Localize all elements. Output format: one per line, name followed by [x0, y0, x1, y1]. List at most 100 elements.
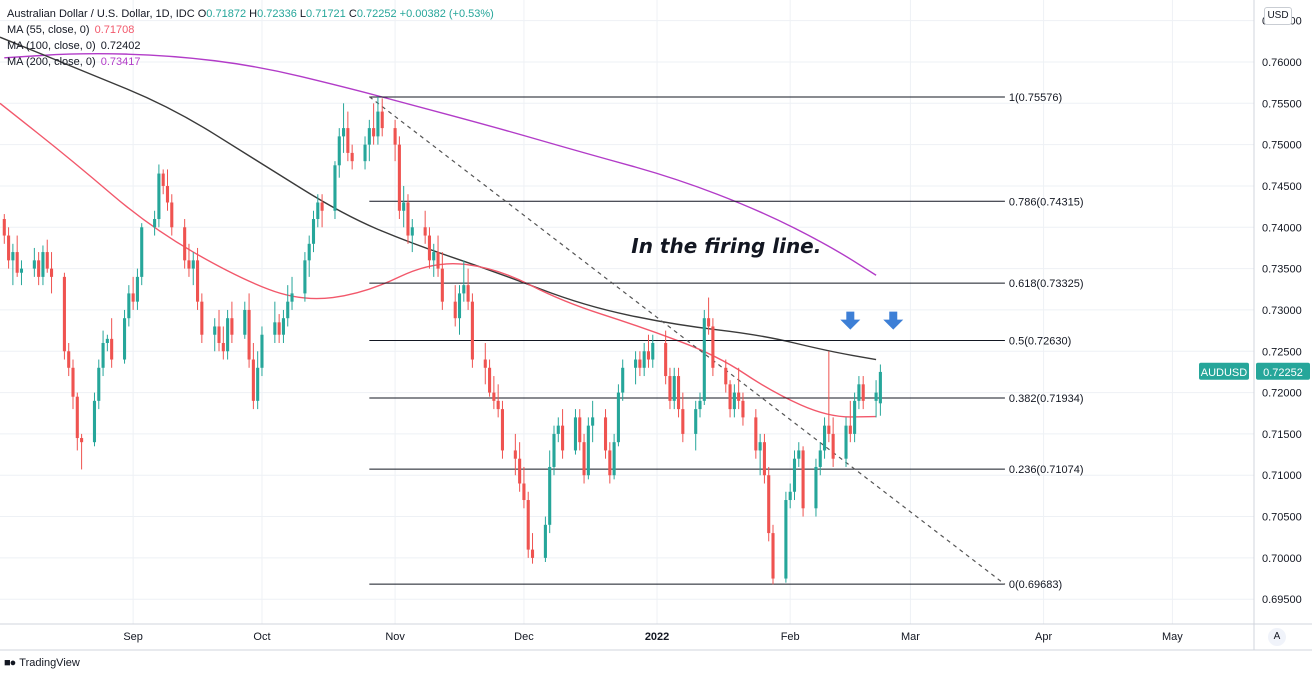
candle-body	[488, 367, 492, 393]
candle-body	[762, 442, 766, 476]
candle-down	[861, 376, 865, 410]
candle-body	[110, 338, 114, 360]
candle-down	[406, 194, 410, 244]
candle-body	[797, 450, 801, 459]
candle-down	[67, 342, 71, 377]
candle-body	[861, 384, 865, 401]
dashed-trendline	[368, 96, 1006, 585]
candle-down	[466, 268, 470, 310]
candle-down	[496, 384, 500, 418]
tradingview-brand[interactable]: ■● TradingView	[4, 657, 80, 669]
candle-body	[848, 425, 852, 434]
y-tick-label: 0.75000	[1262, 140, 1302, 152]
legend-ma200[interactable]: MA (200, close, 0) 0.73417	[7, 54, 494, 70]
candle-body	[578, 417, 582, 443]
candle-body	[603, 417, 608, 451]
candle-body	[247, 309, 251, 360]
candle-body	[561, 425, 565, 451]
fibonacci-retracement[interactable]: 1(0.75576) 0.786(0.74315) 0.618(0.73325) 0.…	[369, 92, 1084, 591]
candle-up	[612, 433, 616, 480]
candle-body	[694, 409, 698, 434]
y-tick-label: 0.75500	[1262, 98, 1302, 110]
candle-body	[41, 252, 45, 277]
candle-up	[243, 301, 247, 339]
candle-up	[260, 326, 264, 377]
candle-down	[711, 318, 715, 377]
candle-down	[724, 359, 728, 393]
candle-body	[49, 268, 54, 277]
fib-level-label: 0(0.69683)	[1009, 579, 1062, 591]
y-tick-label: 0.71000	[1262, 470, 1302, 482]
candle-down	[827, 351, 831, 443]
candle-down	[131, 276, 135, 310]
candle-down	[393, 119, 397, 162]
candle-body	[153, 219, 157, 228]
ma200-line	[4, 53, 877, 276]
candle-body	[346, 128, 350, 153]
candle-down	[221, 326, 225, 360]
candle-body	[483, 359, 487, 368]
legend-ma100[interactable]: MA (100, close, 0) 0.72402	[7, 38, 494, 54]
candle-body	[500, 409, 505, 451]
candle-body	[741, 400, 745, 418]
candle-body	[668, 376, 672, 401]
candle-body	[92, 400, 97, 443]
trendline[interactable]	[368, 96, 1006, 585]
fib-level-label: 0.236(0.71074)	[1009, 464, 1084, 476]
auto-scale-button[interactable]: A	[1268, 628, 1286, 646]
annotation[interactable]: In the firing line.	[631, 234, 904, 330]
candle-body	[311, 219, 316, 244]
candle-down	[741, 392, 745, 426]
candle-down	[75, 392, 79, 451]
candle-up	[784, 491, 788, 583]
candle-body	[140, 227, 144, 277]
ma200-label: MA (200, close, 0)	[7, 56, 96, 68]
candle-up	[213, 318, 217, 352]
candle-up	[732, 384, 736, 418]
price-scale[interactable]: 0.765000.760000.755000.750000.745000.740…	[1262, 16, 1302, 607]
candle-down	[230, 301, 234, 343]
candle-up	[286, 285, 290, 327]
candle-up	[402, 185, 406, 228]
candle-body	[230, 318, 234, 335]
candle-down	[728, 380, 732, 418]
x-tick-label: 2022	[645, 631, 669, 643]
candle-body	[273, 322, 277, 335]
candle-body	[518, 458, 522, 484]
candle-body	[67, 351, 71, 368]
candle-up	[694, 400, 698, 451]
candle-body	[642, 351, 646, 368]
candle-down	[200, 293, 204, 343]
candle-body	[290, 293, 294, 302]
currency-button[interactable]: USD	[1264, 7, 1292, 25]
candle-down	[767, 466, 771, 542]
candle-body	[676, 376, 681, 410]
candle-down	[251, 342, 255, 410]
ohlc-close: C0.72252	[348, 8, 397, 20]
candle-body	[80, 438, 84, 443]
candle-body	[32, 260, 36, 269]
candlesticks	[2, 96, 882, 585]
candle-up	[41, 245, 45, 286]
candle-up	[337, 128, 341, 178]
candle-down	[518, 442, 522, 492]
candle-body	[453, 301, 457, 319]
candle-body	[122, 318, 127, 360]
brand-name: TradingView	[19, 657, 80, 669]
candle-up	[814, 458, 818, 517]
ohlc-low: L0.71721	[299, 8, 346, 20]
legend-ma55[interactable]: MA (55, close, 0) 0.71708	[7, 22, 494, 38]
axes	[0, 0, 1312, 651]
candle-body	[874, 392, 878, 401]
x-tick-label: Apr	[1035, 631, 1052, 643]
candle-up	[140, 223, 144, 286]
time-scale[interactable]: Sep Oct Nov Dec 2022 Feb Mar Apr May	[123, 631, 1183, 643]
candle-up	[543, 516, 547, 563]
candle-down	[676, 367, 681, 418]
candle-body	[436, 252, 440, 269]
candle-body	[187, 260, 191, 269]
candle-body	[170, 202, 174, 228]
candle-up	[367, 119, 371, 162]
